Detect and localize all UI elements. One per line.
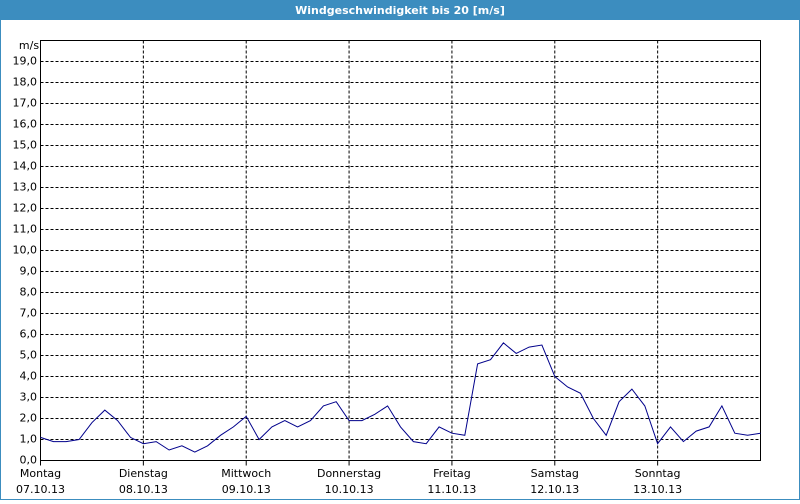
y-tick-label: 19,0 <box>13 55 38 68</box>
y-tick-label: 2,0 <box>20 412 38 425</box>
y-tick-label: 6,0 <box>20 328 38 341</box>
y-tick-label: 13,0 <box>13 181 38 194</box>
x-tick-date: 12.10.13 <box>530 483 579 496</box>
x-tick-label: Mittwoch <box>221 467 271 480</box>
y-tick-label: 0,0 <box>20 454 38 467</box>
y-tick-label: 15,0 <box>13 139 38 152</box>
y-unit: m/s <box>19 39 39 52</box>
y-tick-label: 5,0 <box>20 349 38 362</box>
chart-title: Windgeschwindigkeit bis 20 [m/s] <box>295 4 505 17</box>
y-tick-label: 1,0 <box>20 433 38 446</box>
y-tick-label: 8,0 <box>20 286 38 299</box>
y-tick-label: 10,0 <box>13 244 38 257</box>
y-tick-label: 17,0 <box>13 97 38 110</box>
y-tick-label: 12,0 <box>13 202 38 215</box>
y-tick-label: 14,0 <box>13 160 38 173</box>
x-tick-label: Freitag <box>433 467 471 480</box>
y-tick-label: 7,0 <box>20 307 38 320</box>
x-tick-label: Montag <box>20 467 61 480</box>
y-tick-label: 18,0 <box>13 76 38 89</box>
x-tick-date: 08.10.13 <box>119 483 168 496</box>
x-tick-label: Dienstag <box>119 467 168 480</box>
y-tick-label: 4,0 <box>20 370 38 383</box>
x-tick-date: 07.10.13 <box>16 483 65 496</box>
wind-line <box>40 342 761 453</box>
y-tick-label: 11,0 <box>13 223 38 236</box>
y-tick-label: 3,0 <box>20 391 38 404</box>
x-tick-label: Donnerstag <box>317 467 381 480</box>
x-tick-date: 13.10.13 <box>633 483 682 496</box>
y-tick-label: 9,0 <box>20 265 38 278</box>
x-tick-label: Samstag <box>531 467 579 480</box>
title-bar <box>0 0 800 20</box>
x-tick-label: Sonntag <box>635 467 681 480</box>
x-tick-date: 10.10.13 <box>325 483 374 496</box>
y-tick-label: 16,0 <box>13 118 38 131</box>
x-tick-date: 09.10.13 <box>222 483 271 496</box>
x-tick-date: 11.10.13 <box>427 483 476 496</box>
